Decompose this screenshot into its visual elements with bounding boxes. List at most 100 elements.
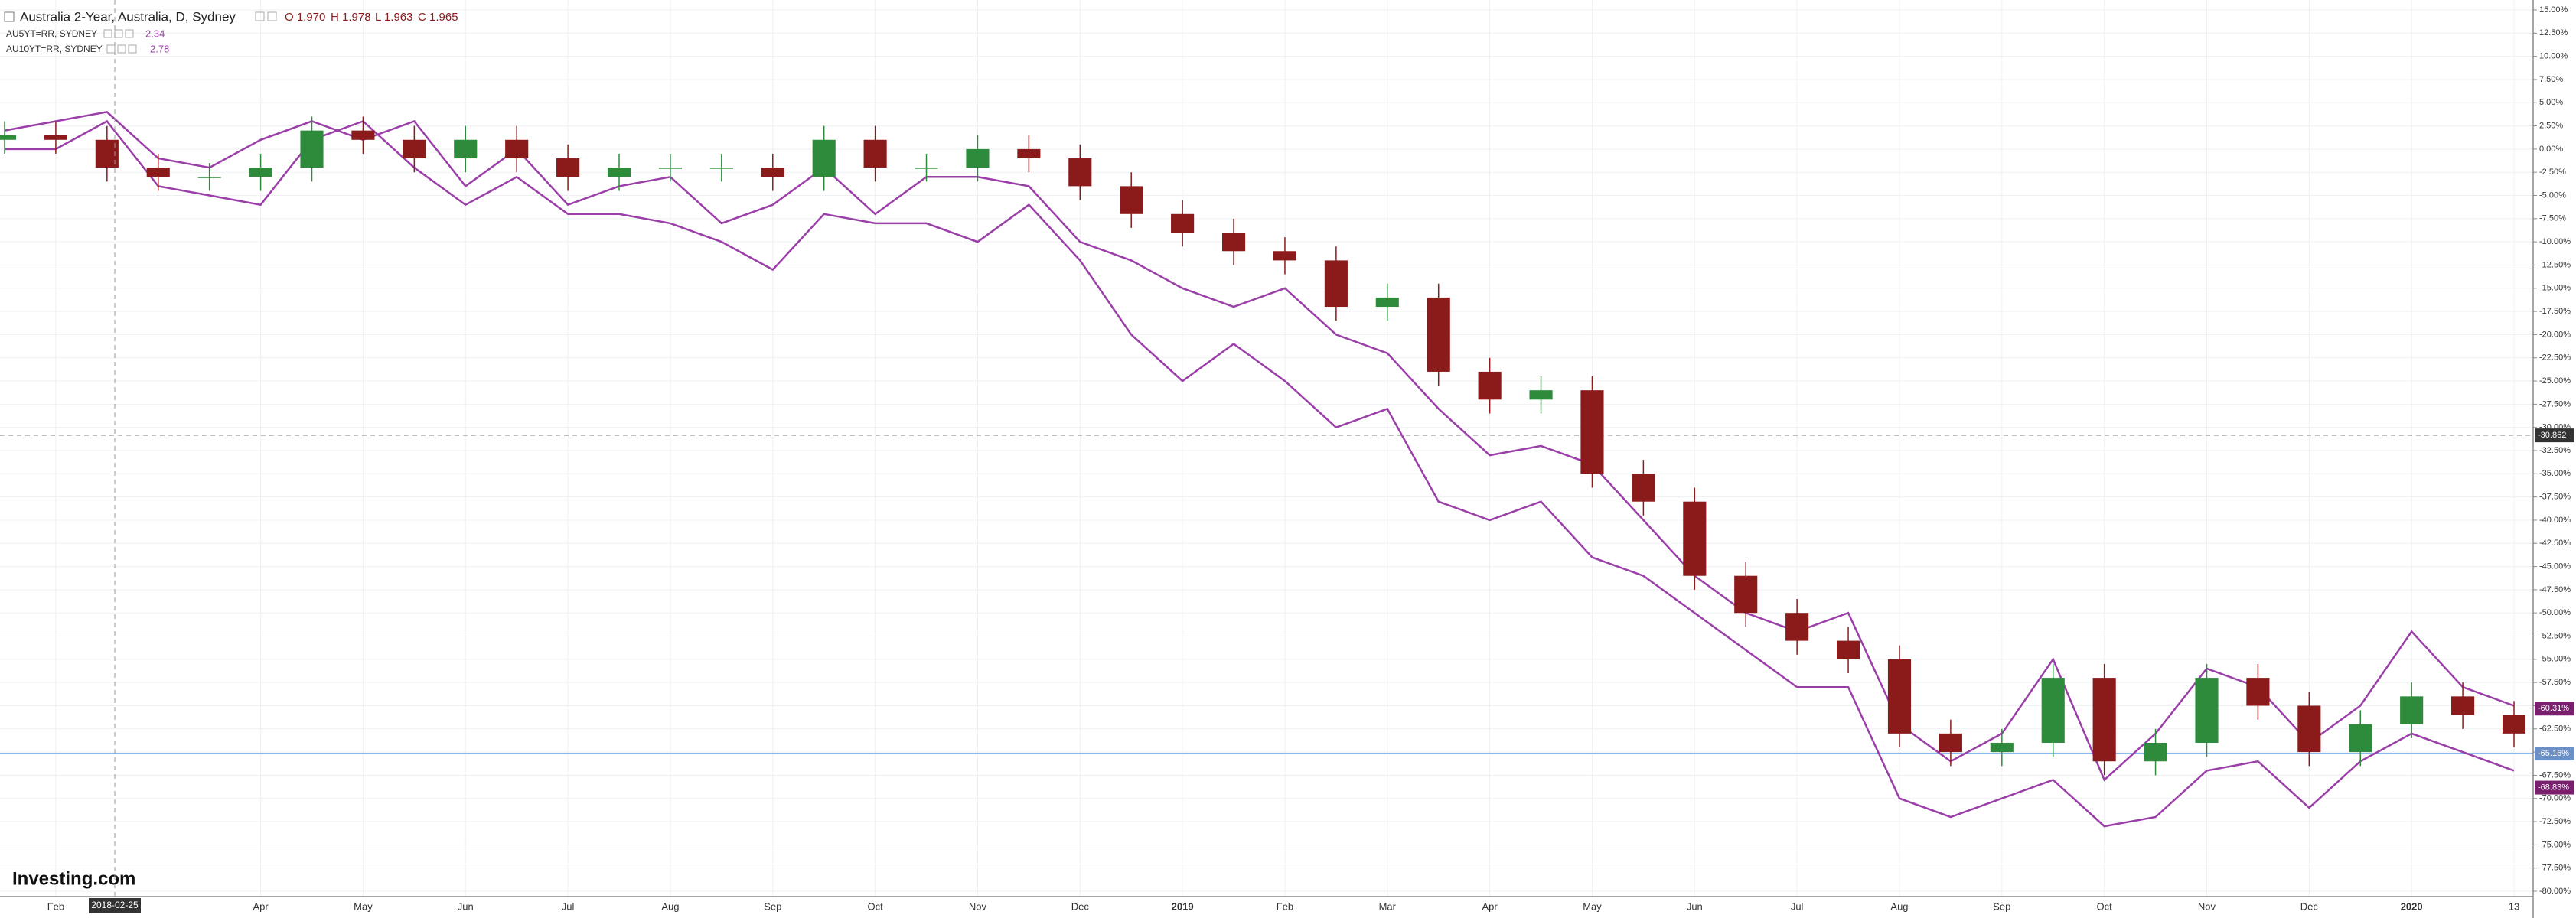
x-tick-label: Feb	[1277, 900, 1293, 912]
x-tick-label: Nov	[2198, 900, 2216, 912]
x-tick-label: Apr	[1482, 900, 1498, 912]
candle-body	[1171, 213, 1195, 233]
plot	[0, 111, 2526, 828]
candle-body	[2144, 742, 2167, 762]
candle-body	[1529, 390, 1553, 400]
candle-body	[761, 168, 784, 177]
candle-body	[2400, 696, 2424, 724]
candle-body	[2041, 678, 2065, 743]
x-tick-label: Oct	[867, 900, 883, 912]
ohlc-close: C 1.965	[418, 11, 458, 24]
candle-body	[607, 168, 631, 177]
candle-body	[0, 135, 17, 140]
icon[interactable]	[255, 11, 265, 21]
ohlc-low: L 1.963	[375, 11, 413, 24]
x-tick-label: Sep	[764, 900, 781, 912]
candle-body	[454, 139, 478, 159]
x-tick-label: Dec	[1071, 900, 1090, 912]
legend-name: AU10YT=RR, SYDNEY	[6, 44, 103, 54]
y-tick-label: -17.50%	[2539, 307, 2571, 316]
y-tick-label: -75.00%	[2539, 840, 2571, 849]
series-line	[5, 119, 2515, 828]
y-tick-label: -55.00%	[2539, 655, 2571, 664]
x-tick-label: Mar	[1379, 900, 1397, 912]
y-tick-label: -42.50%	[2539, 539, 2571, 548]
candle-body	[146, 168, 170, 177]
icon[interactable]	[103, 29, 112, 38]
legend-name: AU5YT=RR, SYDNEY	[6, 28, 97, 39]
brand-logo: Investing.com	[12, 868, 135, 889]
x-tick-label: Aug	[1890, 900, 1908, 912]
candle-body	[1683, 501, 1707, 576]
x-tick-label: May	[354, 900, 373, 912]
candle-body	[2349, 724, 2372, 753]
candle-body	[1017, 148, 1041, 159]
y-tick-label: -35.00%	[2539, 469, 2571, 478]
candle-body	[915, 168, 938, 169]
crosshair-x-label: 2018-02-25	[91, 900, 139, 910]
candle-body	[403, 139, 426, 159]
candle-body	[1734, 575, 1758, 614]
y-tick-label: 10.00%	[2539, 52, 2568, 61]
ohlc-open: O 1.970	[285, 11, 325, 24]
y-tick-label: 2.50%	[2539, 121, 2563, 130]
icon[interactable]	[128, 44, 137, 54]
y-tick-label: -25.00%	[2539, 376, 2571, 386]
y-tick-label: 0.00%	[2539, 145, 2563, 154]
icon[interactable]	[117, 44, 126, 54]
candle-body	[1221, 233, 1246, 252]
candle-body	[1785, 613, 1809, 641]
y-tick-label: -22.50%	[2539, 353, 2571, 363]
y-tick-label: -70.00%	[2539, 794, 2571, 803]
icon[interactable]	[125, 29, 134, 38]
y-tick-label: -57.50%	[2539, 678, 2571, 687]
icon[interactable]	[106, 44, 116, 54]
candle-body	[1068, 158, 1092, 187]
y-tick-label: 12.50%	[2539, 28, 2568, 37]
y-tick-label: -20.00%	[2539, 330, 2571, 339]
y-tick-label: -27.50%	[2539, 399, 2571, 409]
candle-body	[351, 130, 375, 140]
x-tick-label: 2020	[2401, 900, 2423, 912]
crosshair-x-tag	[89, 898, 141, 913]
y-tick-label: -67.50%	[2539, 770, 2571, 780]
candle-body	[812, 139, 836, 177]
legend-value: 2.78	[150, 43, 169, 54]
y-tick-label: -12.50%	[2539, 260, 2571, 269]
y-tick-label: 5.00%	[2539, 98, 2563, 107]
candle-body	[2195, 678, 2219, 743]
series-tag-label: -68.83%	[2538, 783, 2569, 792]
candle-body	[1939, 733, 1962, 753]
series-tag	[2535, 780, 2574, 795]
x-tick-label: Feb	[47, 900, 64, 912]
icon[interactable]	[267, 11, 277, 21]
candle-body	[863, 139, 887, 168]
price-tag	[2535, 747, 2574, 761]
candle-body	[44, 135, 67, 140]
x-tick-label: Aug	[661, 900, 679, 912]
candle-body	[1273, 251, 1297, 261]
candle-body	[505, 139, 529, 159]
crosshair-x: 2018-02-25	[89, 0, 141, 913]
candle-body	[197, 177, 221, 178]
x-tick-label: May	[1583, 900, 1602, 912]
x-tick-label: Apr	[253, 900, 269, 912]
x-tick-label: Jun	[458, 900, 474, 912]
y-tick-label: 15.00%	[2539, 5, 2568, 15]
collapse-icon[interactable]	[4, 11, 15, 22]
candle-body	[1375, 297, 1399, 308]
candle-body	[709, 168, 733, 169]
y-tick-label: -77.50%	[2539, 864, 2571, 873]
candle-body	[2451, 696, 2475, 715]
y-tick-label: 7.50%	[2539, 75, 2563, 84]
candle-body	[2297, 705, 2321, 753]
y-tick-label: -32.50%	[2539, 446, 2571, 455]
candle-body	[1632, 474, 1655, 502]
candle-body	[1324, 260, 1348, 308]
candle-body	[1427, 297, 1450, 372]
series-tag-label: -60.31%	[2538, 704, 2569, 713]
candle-body	[1120, 186, 1143, 214]
y-tick-label: -10.00%	[2539, 237, 2571, 246]
